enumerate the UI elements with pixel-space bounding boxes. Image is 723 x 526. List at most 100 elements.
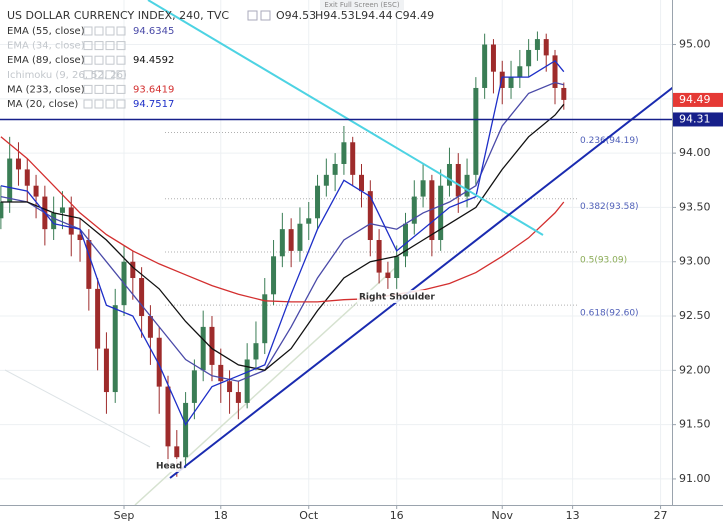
candle-body xyxy=(0,202,4,219)
legend-value: 93.6419 xyxy=(133,84,174,95)
candle-body xyxy=(130,261,136,279)
legend-name: EMA (89, close) xyxy=(7,55,85,66)
legend-icon xyxy=(94,55,104,65)
exit-fullscreen[interactable]: Exit Full Screen (ESC) xyxy=(324,1,399,9)
candle-body xyxy=(227,381,233,393)
ohlc: C94.49 xyxy=(395,9,434,22)
y-tick-label: 92.50 xyxy=(679,309,711,322)
candle-body xyxy=(464,174,470,197)
candle-body xyxy=(33,185,39,197)
candle-body xyxy=(411,196,417,224)
legend-icon xyxy=(105,55,115,65)
x-tick-label: 18 xyxy=(214,509,228,522)
legend-icon xyxy=(83,41,93,51)
ma-line xyxy=(0,81,564,382)
legend-icon xyxy=(83,99,93,109)
candle-body xyxy=(77,234,83,241)
candle-body xyxy=(95,288,101,349)
legend-name: Ichimoku (9, 26, 52, 26) xyxy=(7,70,127,81)
candle-body xyxy=(235,392,241,403)
candle-body xyxy=(191,370,197,403)
candle-body xyxy=(288,229,294,251)
legend-icon xyxy=(116,41,126,51)
candle-body xyxy=(420,180,426,197)
candle-body xyxy=(561,87,567,100)
legend-icon xyxy=(83,26,93,36)
candle-body xyxy=(297,223,303,251)
candle-body xyxy=(7,158,13,202)
candle-body xyxy=(165,386,171,447)
fib-label: 0.382(93.58) xyxy=(580,202,639,212)
candle-body xyxy=(359,174,365,192)
legend: US DOLLAR CURRENCY INDEX, 240, TVC O94.5… xyxy=(7,0,434,110)
ma-line xyxy=(0,136,565,303)
candle-body xyxy=(402,223,408,257)
ma-line xyxy=(0,103,565,371)
candle-body xyxy=(112,305,118,393)
candle-body xyxy=(262,294,268,344)
y-tick-label: 94.00 xyxy=(679,146,711,159)
price-tag xyxy=(673,92,723,107)
legend-icon xyxy=(116,99,126,109)
candle-body xyxy=(244,359,250,403)
legend-icon xyxy=(116,70,126,80)
x-tick-label: Sep xyxy=(114,509,135,522)
candle-body xyxy=(446,163,452,186)
x-tick-label: Nov xyxy=(492,509,514,522)
ohlc: O94.53 xyxy=(276,9,316,22)
candle-body xyxy=(86,240,92,289)
drawings: Head Right Shoulder xyxy=(147,0,672,479)
candle-body xyxy=(279,229,285,257)
candle-body xyxy=(15,158,21,170)
candle-body xyxy=(323,174,329,186)
candle-body xyxy=(490,44,496,72)
candle-body xyxy=(315,185,321,219)
legend-icon xyxy=(105,26,115,36)
candle-body xyxy=(59,207,65,213)
candle-body xyxy=(438,185,444,241)
annotation: Head xyxy=(156,462,182,472)
exit-box[interactable] xyxy=(320,0,404,10)
candle-body xyxy=(508,77,514,88)
icon xyxy=(260,10,271,21)
legend-icon xyxy=(116,26,126,36)
candle-body xyxy=(68,207,74,235)
candle-body xyxy=(394,256,400,279)
price-tag-label: 94.31 xyxy=(679,112,711,125)
legend-icon xyxy=(94,70,104,80)
candle-body xyxy=(376,240,382,273)
icon xyxy=(247,10,258,21)
x-tick-label: 16 xyxy=(390,509,404,522)
legend-icon xyxy=(105,70,115,80)
annotation: Right Shoulder xyxy=(359,293,435,303)
candle-body xyxy=(24,169,30,186)
legend-name: MA (233, close) xyxy=(7,84,85,95)
legend-value: 94.4592 xyxy=(133,55,174,66)
candle-body xyxy=(253,343,259,360)
y-tick-label: 93.50 xyxy=(679,200,711,213)
candle-body xyxy=(209,326,215,365)
fib-label: 0.5(93.09) xyxy=(580,255,627,265)
candle-body xyxy=(156,337,162,387)
candle-body xyxy=(482,44,488,88)
candle-body xyxy=(517,66,523,78)
chart-title: US DOLLAR CURRENCY INDEX, 240, TVC xyxy=(7,9,229,22)
price-tag-label: 94.49 xyxy=(679,93,711,106)
legend-icon xyxy=(83,70,93,80)
trend-line-support xyxy=(169,86,672,479)
candle-body xyxy=(147,316,153,338)
legend-name: MA (20, close) xyxy=(7,99,78,110)
candle-body xyxy=(350,142,356,175)
y-tick-label: 91.50 xyxy=(679,418,711,431)
legend-icon xyxy=(94,84,104,94)
candle-body xyxy=(385,272,391,279)
candle-body xyxy=(183,402,189,458)
legend-value: 94.6345 xyxy=(133,26,174,37)
annotation-bg xyxy=(357,290,427,303)
legend-icon xyxy=(83,84,93,94)
legend-icon xyxy=(94,99,104,109)
legend-icon xyxy=(83,55,93,65)
trend-line-faint xyxy=(4,369,151,448)
